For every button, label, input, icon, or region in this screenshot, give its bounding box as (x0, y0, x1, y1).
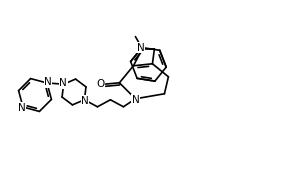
Text: N: N (44, 77, 52, 87)
Text: N: N (59, 78, 67, 88)
Text: N: N (137, 43, 144, 53)
Text: N: N (81, 96, 89, 106)
Text: N: N (18, 102, 26, 113)
Text: O: O (96, 79, 105, 89)
Text: N: N (132, 95, 139, 105)
